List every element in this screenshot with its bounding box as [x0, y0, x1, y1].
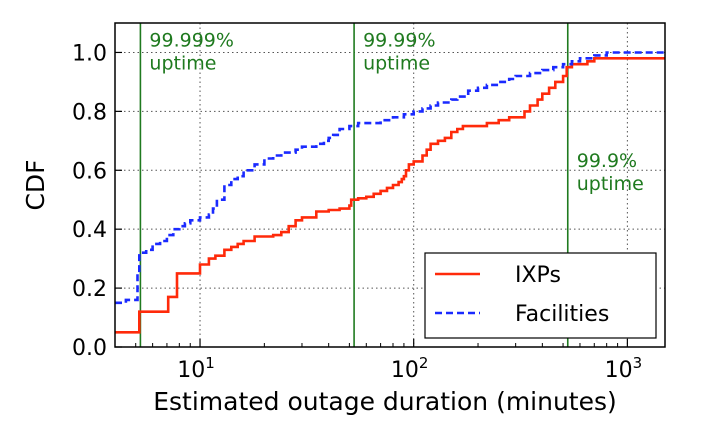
- y-tick-label: 1.0: [72, 41, 107, 66]
- y-tick-label: 0.8: [72, 100, 107, 125]
- y-tick-label: 0.6: [72, 159, 107, 184]
- uptime-annotation-label: uptime: [363, 52, 430, 74]
- x-tick-label: 101: [177, 354, 215, 383]
- y-tick-label: 0.0: [72, 336, 107, 361]
- uptime-annotation-percent: 99.9%: [577, 150, 637, 172]
- series-line-facilities: [115, 51, 665, 305]
- uptime-annotation-percent: 99.99%: [363, 29, 435, 51]
- plot-frame: [114, 22, 666, 348]
- legend: IXPs Facilities: [424, 252, 657, 339]
- y-axis-label: CDF: [21, 159, 50, 210]
- uptime-annotation-percent: 99.999%: [149, 29, 234, 51]
- x-tick-label: 102: [391, 354, 429, 383]
- y-tick-label: 0.2: [72, 277, 107, 302]
- y-tick-label: 0.4: [72, 218, 107, 243]
- axis-ticks: 0.0 0.2 0.4 0.6 0.8 1.0 101 102 103: [72, 41, 642, 383]
- uptime-annotation-label: uptime: [577, 173, 644, 195]
- x-axis-label: Estimated outage duration (minutes): [153, 387, 617, 416]
- x-tick-label: 103: [605, 354, 643, 383]
- uptime-annotation-label: uptime: [149, 52, 216, 74]
- series-line-ixps: [115, 57, 665, 334]
- series-lines: [115, 51, 665, 334]
- legend-label-ixps: IXPs: [515, 263, 561, 288]
- legend-label-facilities: Facilities: [515, 302, 609, 327]
- legend-box: [424, 252, 657, 339]
